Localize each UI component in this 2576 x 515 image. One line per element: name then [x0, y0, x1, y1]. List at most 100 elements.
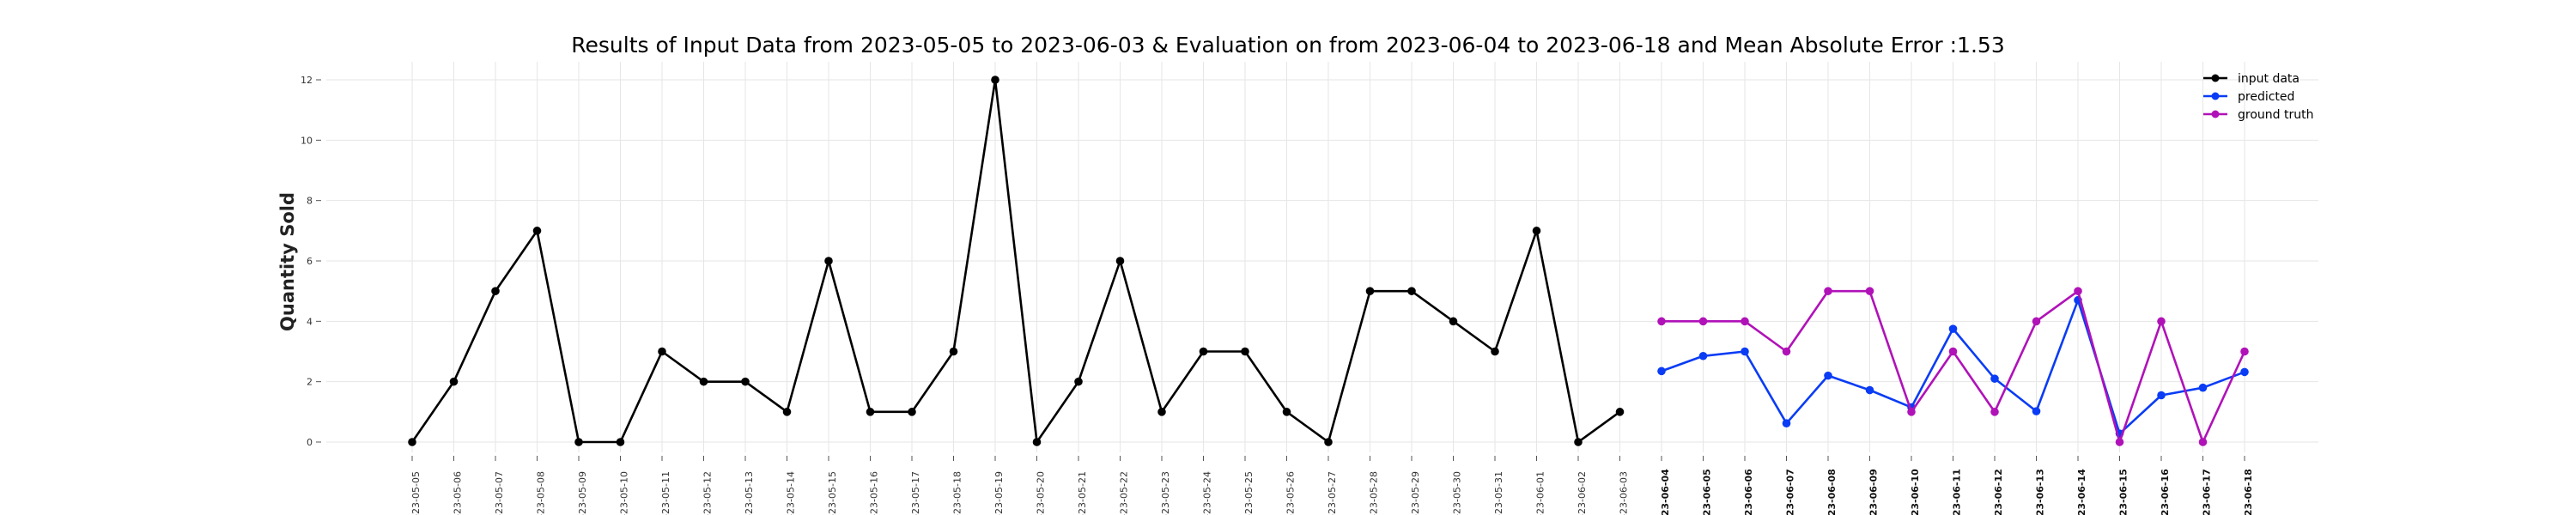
x-tick-label: -23-05-16 — [869, 471, 880, 515]
data-point-input-data — [1032, 438, 1042, 446]
data-point-predicted — [2198, 383, 2208, 392]
data-point-predicted — [2157, 391, 2166, 400]
x-tick-label: -23-06-02 — [1577, 471, 1588, 515]
data-point-input-data — [1157, 408, 1166, 416]
data-point-input-data — [491, 287, 500, 295]
x-tick-label: -23-06-11 — [1952, 469, 1963, 515]
data-point-input-data — [1365, 287, 1375, 295]
y-tick-label: 4 — [307, 316, 313, 327]
data-point-ground-truth — [1948, 347, 1958, 356]
data-point-input-data — [1491, 347, 1499, 356]
x-tick-label: -23-05-06 — [453, 471, 464, 515]
data-point-input-data — [408, 438, 416, 446]
data-point-ground-truth — [1865, 287, 1874, 295]
data-point-ground-truth — [1782, 347, 1791, 356]
legend-label: ground truth — [2238, 108, 2313, 122]
x-tick-label: -23-06-07 — [1785, 469, 1796, 515]
x-tick-label: -23-05-15 — [827, 471, 838, 515]
grid — [326, 62, 2318, 452]
data-point-ground-truth — [2198, 438, 2208, 446]
legend-marker — [2211, 92, 2220, 100]
data-point-predicted — [1990, 374, 1999, 383]
y-tick-label: 0 — [307, 437, 313, 448]
x-tick-label: -23-05-10 — [619, 471, 630, 515]
data-point-input-data — [1615, 408, 1625, 416]
data-point-predicted — [1948, 324, 1958, 333]
data-point-ground-truth — [2074, 287, 2082, 295]
data-point-input-data — [449, 377, 459, 386]
data-point-input-data — [1074, 377, 1083, 386]
data-point-ground-truth — [2032, 317, 2041, 326]
x-tick-label: -23-05-24 — [1202, 471, 1213, 515]
data-point-input-data — [949, 347, 958, 356]
x-tick-label: -23-06-04 — [1660, 469, 1671, 515]
y-tick-label: 8 — [307, 196, 313, 207]
data-point-input-data — [1574, 438, 1583, 446]
data-point-input-data — [1324, 438, 1333, 446]
data-point-input-data — [1449, 317, 1458, 326]
x-tick-label: -23-06-03 — [1619, 471, 1630, 515]
data-point-input-data — [782, 408, 792, 416]
data-point-input-data — [1532, 227, 1541, 235]
data-point-predicted — [2032, 407, 2041, 415]
x-tick-label: -23-05-13 — [744, 471, 755, 515]
x-tick-label: -23-05-27 — [1327, 471, 1338, 515]
data-point-input-data — [1199, 347, 1208, 356]
data-point-input-data — [991, 76, 999, 84]
y-tick-label: 12 — [301, 75, 313, 86]
data-point-predicted — [1657, 367, 1666, 376]
x-tick-label: -23-06-09 — [1868, 469, 1880, 515]
x-tick-label: -23-05-07 — [494, 471, 505, 515]
x-tick-label: -23-05-28 — [1369, 471, 1380, 515]
x-tick-label: -23-05-30 — [1452, 471, 1463, 515]
data-point-input-data — [532, 227, 542, 235]
data-point-input-data — [908, 408, 916, 416]
y-tick-label: 6 — [307, 256, 313, 267]
x-tick-label: -23-05-08 — [536, 471, 547, 515]
y-axis-label: Quantity Sold — [277, 192, 298, 331]
legend-label: input data — [2238, 72, 2300, 86]
data-point-input-data — [741, 377, 750, 386]
x-tick-label: -23-05-19 — [993, 471, 1005, 515]
x-tick-label: -23-06-18 — [2243, 469, 2254, 515]
data-point-input-data — [574, 438, 583, 446]
x-tick-label: -23-06-08 — [1826, 469, 1838, 515]
x-tick-label: -23-06-12 — [1993, 469, 2004, 515]
legend-marker — [2211, 74, 2220, 82]
data-point-ground-truth — [1907, 408, 1916, 416]
data-point-predicted — [1741, 347, 1749, 356]
data-point-input-data — [1407, 287, 1416, 295]
data-point-input-data — [1241, 347, 1249, 356]
x-tick-label: -23-05-17 — [910, 471, 921, 515]
x-tick-label: -23-05-18 — [952, 471, 963, 515]
x-tick-label: -23-05-22 — [1119, 471, 1130, 515]
x-tick-label: -23-05-31 — [1493, 471, 1504, 515]
x-tick-label: -23-05-21 — [1077, 471, 1088, 515]
data-point-ground-truth — [1698, 317, 1708, 326]
data-point-predicted — [1782, 419, 1791, 427]
x-tick-label: -23-05-29 — [1410, 471, 1421, 515]
data-point-predicted — [1698, 351, 1708, 360]
x-tick-label: -23-06-05 — [1702, 469, 1713, 515]
data-point-input-data — [824, 257, 833, 265]
x-tick-label: -23-05-12 — [702, 471, 714, 515]
x-tick-label: -23-06-17 — [2202, 469, 2213, 515]
legend-marker — [2211, 110, 2220, 118]
data-point-predicted — [2240, 367, 2249, 377]
x-tick-label: -23-05-26 — [1285, 471, 1297, 515]
data-point-predicted — [1824, 371, 1832, 380]
x-tick-label: -23-05-11 — [660, 471, 671, 515]
axes: 0 2 4 6 8 10 12 -23-05-05 -23-05-06 -23-05-07 -23-… — [301, 75, 2254, 515]
data-point-ground-truth — [1657, 317, 1666, 326]
data-point-ground-truth — [1741, 317, 1749, 326]
data-point-input-data — [1115, 257, 1125, 265]
x-tick-label: -23-06-01 — [1535, 471, 1546, 515]
data-point-ground-truth — [2157, 317, 2166, 326]
x-tick-label: -23-06-16 — [2160, 469, 2171, 515]
series-lines — [408, 76, 2249, 446]
y-tick-label: 2 — [307, 377, 313, 388]
legend-label: predicted — [2238, 90, 2294, 104]
series-line-input-data — [410, 78, 1621, 444]
x-tick-label: -23-06-13 — [2035, 469, 2046, 515]
